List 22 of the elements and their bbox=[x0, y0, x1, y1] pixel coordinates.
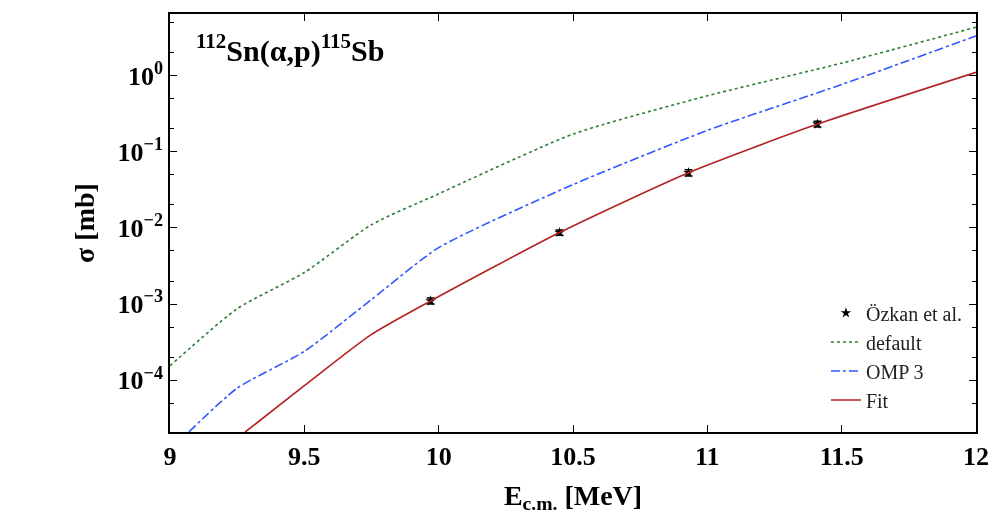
x-tick-label: 10.5 bbox=[550, 441, 596, 471]
x-axis-title: E$_{c.m.}$ [MeV] bbox=[503, 479, 643, 515]
y-tick-label: 10$^{−4}$ bbox=[117, 362, 164, 396]
legend-label: Özkan et al. bbox=[865, 302, 963, 325]
x-tick-label: 11 bbox=[695, 441, 720, 471]
x-tick-label: 12 bbox=[963, 441, 989, 471]
x-tick-label: 10 bbox=[425, 441, 452, 471]
y-axis-title: σ [mb] bbox=[68, 183, 100, 263]
y-tick-label: 10$^{−2}$ bbox=[117, 210, 164, 243]
x-tick-label: 9.5 bbox=[288, 441, 321, 471]
legend-label: default bbox=[865, 331, 922, 354]
line-series bbox=[244, 71, 976, 432]
text: $^{112}$Sn(α,p)$^{115}$Sb bbox=[196, 29, 385, 68]
y-tick-label: 10$^{−3}$ bbox=[117, 286, 164, 320]
x-tick-label: 11.5 bbox=[819, 441, 864, 471]
y-tick-label: 10$^{−1}$ bbox=[117, 133, 164, 167]
legend-label: Fit bbox=[865, 389, 889, 412]
y-tick-label: 10$^{0}$ bbox=[127, 57, 164, 91]
x-tick-label: 9 bbox=[163, 441, 177, 471]
line-series bbox=[188, 35, 976, 432]
line-series bbox=[170, 26, 976, 367]
legend-label: OMP 3 bbox=[865, 360, 924, 383]
